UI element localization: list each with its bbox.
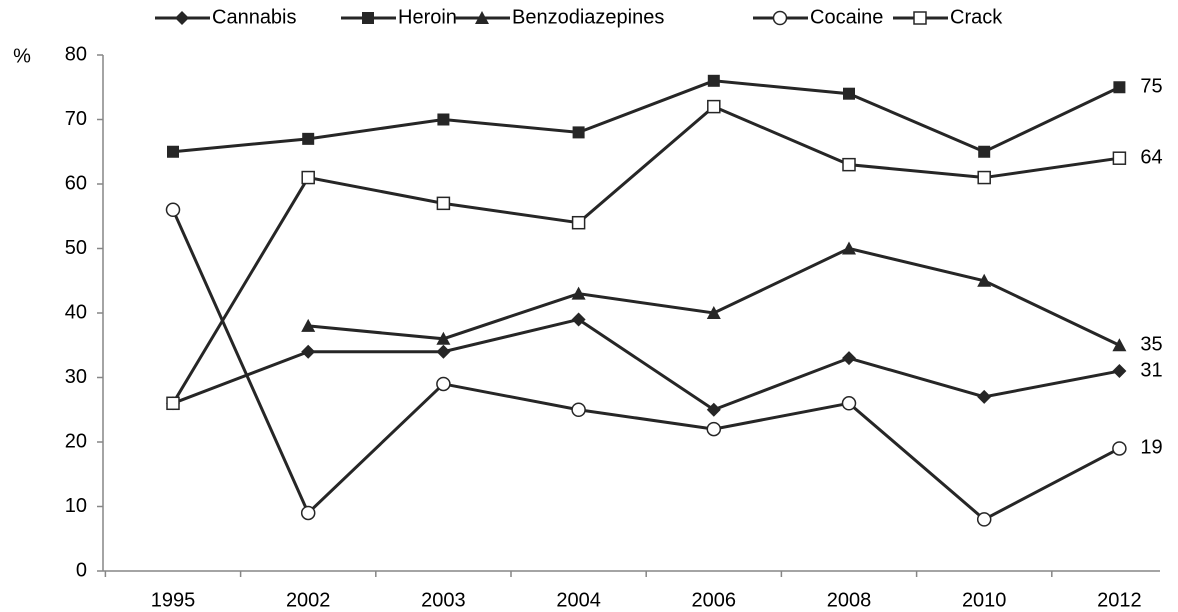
marker [976, 512, 992, 527]
marker [571, 402, 586, 417]
marker [165, 202, 181, 218]
marker [436, 376, 451, 392]
legend-marker [175, 11, 189, 25]
x-tick-label: 2008 [827, 589, 872, 611]
legend-marker [913, 11, 927, 25]
marker [302, 132, 315, 145]
y-tick-label: 60 [65, 172, 87, 194]
marker [437, 113, 450, 126]
legend-label: Cocaine [810, 6, 883, 28]
series-line [172, 317, 1120, 412]
series-line [308, 246, 1121, 347]
y-tick-label: 50 [65, 237, 87, 259]
marker [706, 402, 721, 417]
data-label: 64 [1140, 146, 1162, 168]
marker [436, 196, 451, 211]
series-line [171, 209, 1121, 522]
series-line [171, 104, 1120, 405]
marker [436, 331, 451, 345]
marker [706, 421, 722, 437]
marker [301, 318, 316, 332]
legend-marker [772, 10, 788, 26]
marker [167, 145, 179, 158]
marker [843, 87, 855, 100]
marker [842, 351, 856, 366]
y-tick-label: 20 [65, 430, 87, 452]
y-axis-label: % [13, 45, 31, 67]
marker [841, 396, 857, 411]
x-tick-label: 1995 [151, 589, 196, 611]
marker [301, 170, 315, 185]
marker [707, 74, 720, 87]
y-tick-label: 0 [76, 559, 87, 581]
legend-label: Benzodiazepines [512, 6, 664, 28]
marker [436, 344, 451, 359]
y-tick-label: 40 [65, 301, 87, 323]
marker [572, 126, 585, 139]
marker [842, 241, 856, 255]
marker [842, 157, 856, 172]
marker [1113, 81, 1126, 94]
marker [1112, 338, 1127, 352]
x-tick-label: 2003 [421, 589, 466, 611]
marker [301, 344, 316, 359]
data-label: 31 [1140, 359, 1162, 381]
legend-marker [475, 11, 489, 24]
data-label: 35 [1140, 334, 1162, 356]
marker [166, 396, 180, 411]
marker [1112, 441, 1127, 456]
legend-label: Crack [950, 6, 1003, 28]
y-tick-label: 30 [65, 366, 87, 388]
marker [1112, 364, 1127, 379]
marker [977, 273, 992, 287]
marker [977, 170, 991, 185]
y-tick-label: 80 [65, 43, 87, 65]
marker [707, 99, 721, 114]
legend-label: Cannabis [212, 6, 297, 28]
marker [706, 306, 721, 319]
y-tick-label: 70 [65, 108, 87, 130]
marker [571, 312, 586, 327]
marker [977, 389, 992, 404]
marker [1112, 151, 1127, 165]
series-line [172, 79, 1121, 154]
marker [978, 145, 991, 158]
data-label: 75 [1140, 76, 1162, 98]
marker [300, 505, 316, 521]
marker [571, 215, 586, 230]
legend-label: Heroin [398, 6, 457, 28]
x-tick-label: 2012 [1097, 589, 1142, 611]
data-label: 19 [1140, 437, 1162, 459]
legend-marker [362, 12, 374, 24]
marker [571, 286, 586, 300]
x-tick-label: 2006 [692, 589, 737, 611]
x-tick-label: 2002 [286, 589, 331, 611]
x-tick-label: 2010 [962, 589, 1007, 611]
y-tick-label: 10 [65, 495, 87, 517]
x-tick-label: 2004 [556, 589, 601, 611]
